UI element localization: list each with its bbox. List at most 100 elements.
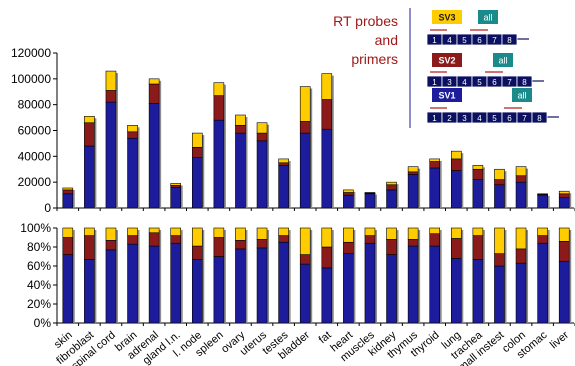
bar-segment-2 — [429, 233, 441, 247]
bar-segment-2 — [321, 246, 333, 269]
bar-segment-2 — [213, 95, 225, 121]
bar-segment-1 — [537, 194, 548, 209]
y-tick-label: 40000 — [18, 149, 52, 163]
bar-segment-2 — [256, 239, 268, 249]
exon-label: 2 — [447, 114, 452, 123]
exon-label: 5 — [477, 78, 482, 87]
bar-segment-1 — [62, 254, 74, 324]
bar-segment-2 — [170, 235, 182, 244]
bar-segment-1 — [364, 242, 376, 324]
bar-segment-1 — [321, 128, 333, 209]
bar-segment-1 — [105, 249, 117, 324]
bar-segment-1 — [235, 248, 246, 324]
variant-tag-label: SV2 — [438, 56, 455, 66]
exon-label: 7 — [522, 114, 527, 123]
bar-segment-1 — [191, 157, 203, 209]
bar-segment-3 — [472, 227, 484, 236]
bar-segment-1 — [364, 193, 376, 209]
bar-segment-3 — [299, 86, 311, 122]
bar-segment-1 — [386, 189, 397, 209]
y-tick-label: 120000 — [11, 46, 51, 60]
bar-segment-1 — [256, 140, 268, 209]
absolute-expression-chart: 0 20000 40000 60000 80000 100000 120000 — [11, 46, 575, 215]
bar-segment-2 — [84, 122, 95, 147]
bar-segment-3 — [321, 227, 333, 248]
bar-segment-1 — [256, 247, 268, 324]
bar-segment-2 — [515, 248, 527, 264]
bar-segment-2 — [127, 131, 138, 139]
bar-segment-2 — [62, 189, 74, 195]
y-tick-label: 20% — [27, 297, 51, 311]
bar-segment-2 — [407, 239, 419, 247]
variant-tag-3 — [432, 88, 462, 102]
bar-segment-2 — [386, 239, 397, 255]
all-probe-box — [493, 53, 513, 67]
bar-segment-1 — [558, 197, 570, 209]
bar-segment-2 — [343, 192, 354, 196]
y-tick-label: 20000 — [18, 175, 52, 189]
bar-segment-3 — [148, 78, 160, 85]
exon-box — [516, 75, 533, 88]
bar-segment-1 — [84, 145, 95, 209]
exon-label: 5 — [462, 36, 467, 45]
bar-segment-1 — [170, 242, 182, 324]
bar-segment-2 — [62, 237, 74, 255]
bar-segment-1 — [299, 132, 311, 209]
bar-segment-2 — [299, 254, 311, 265]
bar-segment-1 — [321, 267, 333, 324]
bar-segment-2 — [235, 240, 246, 250]
bar-segment-1 — [170, 187, 182, 209]
bar-segment-1 — [429, 245, 441, 324]
bar-segment-2 — [278, 162, 289, 166]
bar-segment-1 — [278, 241, 289, 324]
bar-segment-1 — [386, 254, 397, 324]
exon-label: 3 — [462, 114, 467, 123]
exon-label: 8 — [522, 78, 527, 87]
bar-segment-2 — [321, 99, 333, 130]
bar-segment-3 — [537, 193, 548, 195]
all-probe-label: all — [517, 91, 526, 101]
bar-segment-3 — [278, 158, 289, 164]
bar-segment-3 — [321, 73, 333, 100]
bar-segment-2 — [191, 146, 203, 158]
bar-segment-1 — [148, 103, 160, 209]
bar-segment-1 — [84, 259, 95, 324]
bar-segment-2 — [386, 184, 397, 191]
bar-segment-1 — [558, 260, 570, 324]
exon-label: 1 — [432, 114, 437, 123]
x-tick-label: liver — [548, 329, 571, 351]
y-tick-label: 40% — [27, 278, 51, 292]
bar-segment-2 — [148, 232, 160, 247]
bar-segment-3 — [299, 227, 311, 255]
variant-tag-label: SV1 — [438, 91, 455, 101]
bar-segment-2 — [191, 245, 203, 260]
bar-segment-1 — [472, 259, 484, 324]
bar-segment-1 — [299, 263, 311, 324]
bar-segment-3 — [386, 181, 397, 186]
y-tick-label: 100000 — [11, 72, 51, 86]
bar-segment-2 — [450, 238, 462, 259]
bar-segment-2 — [429, 161, 441, 169]
bar-segment-3 — [494, 168, 505, 180]
bar-segment-3 — [256, 227, 268, 240]
relative-expression-chart: 0% 20% 40% 60% 80% 100% — [20, 221, 575, 330]
bar-segment-1 — [407, 245, 419, 324]
bar-segment-2 — [127, 235, 138, 245]
bar-segment-1 — [472, 179, 484, 209]
bar-segment-1 — [127, 243, 138, 324]
bar-segment-2 — [213, 237, 225, 257]
bar-segment-2 — [256, 132, 268, 142]
bar-segment-3 — [278, 227, 289, 236]
bar-segment-3 — [127, 227, 138, 236]
bar-segment-3 — [105, 227, 117, 241]
exon-label: 7 — [507, 78, 512, 87]
exon-label: 1 — [432, 78, 437, 87]
y-tick-label: 60% — [27, 259, 51, 273]
bar-segment-1 — [148, 245, 160, 324]
bar-segment-3 — [494, 227, 505, 254]
bar-segment-3 — [148, 227, 160, 234]
y-tick-label: 60000 — [18, 124, 52, 138]
exon-label: 6 — [477, 36, 482, 45]
bar-segment-1 — [62, 193, 74, 209]
bar-segment-1 — [515, 262, 527, 324]
